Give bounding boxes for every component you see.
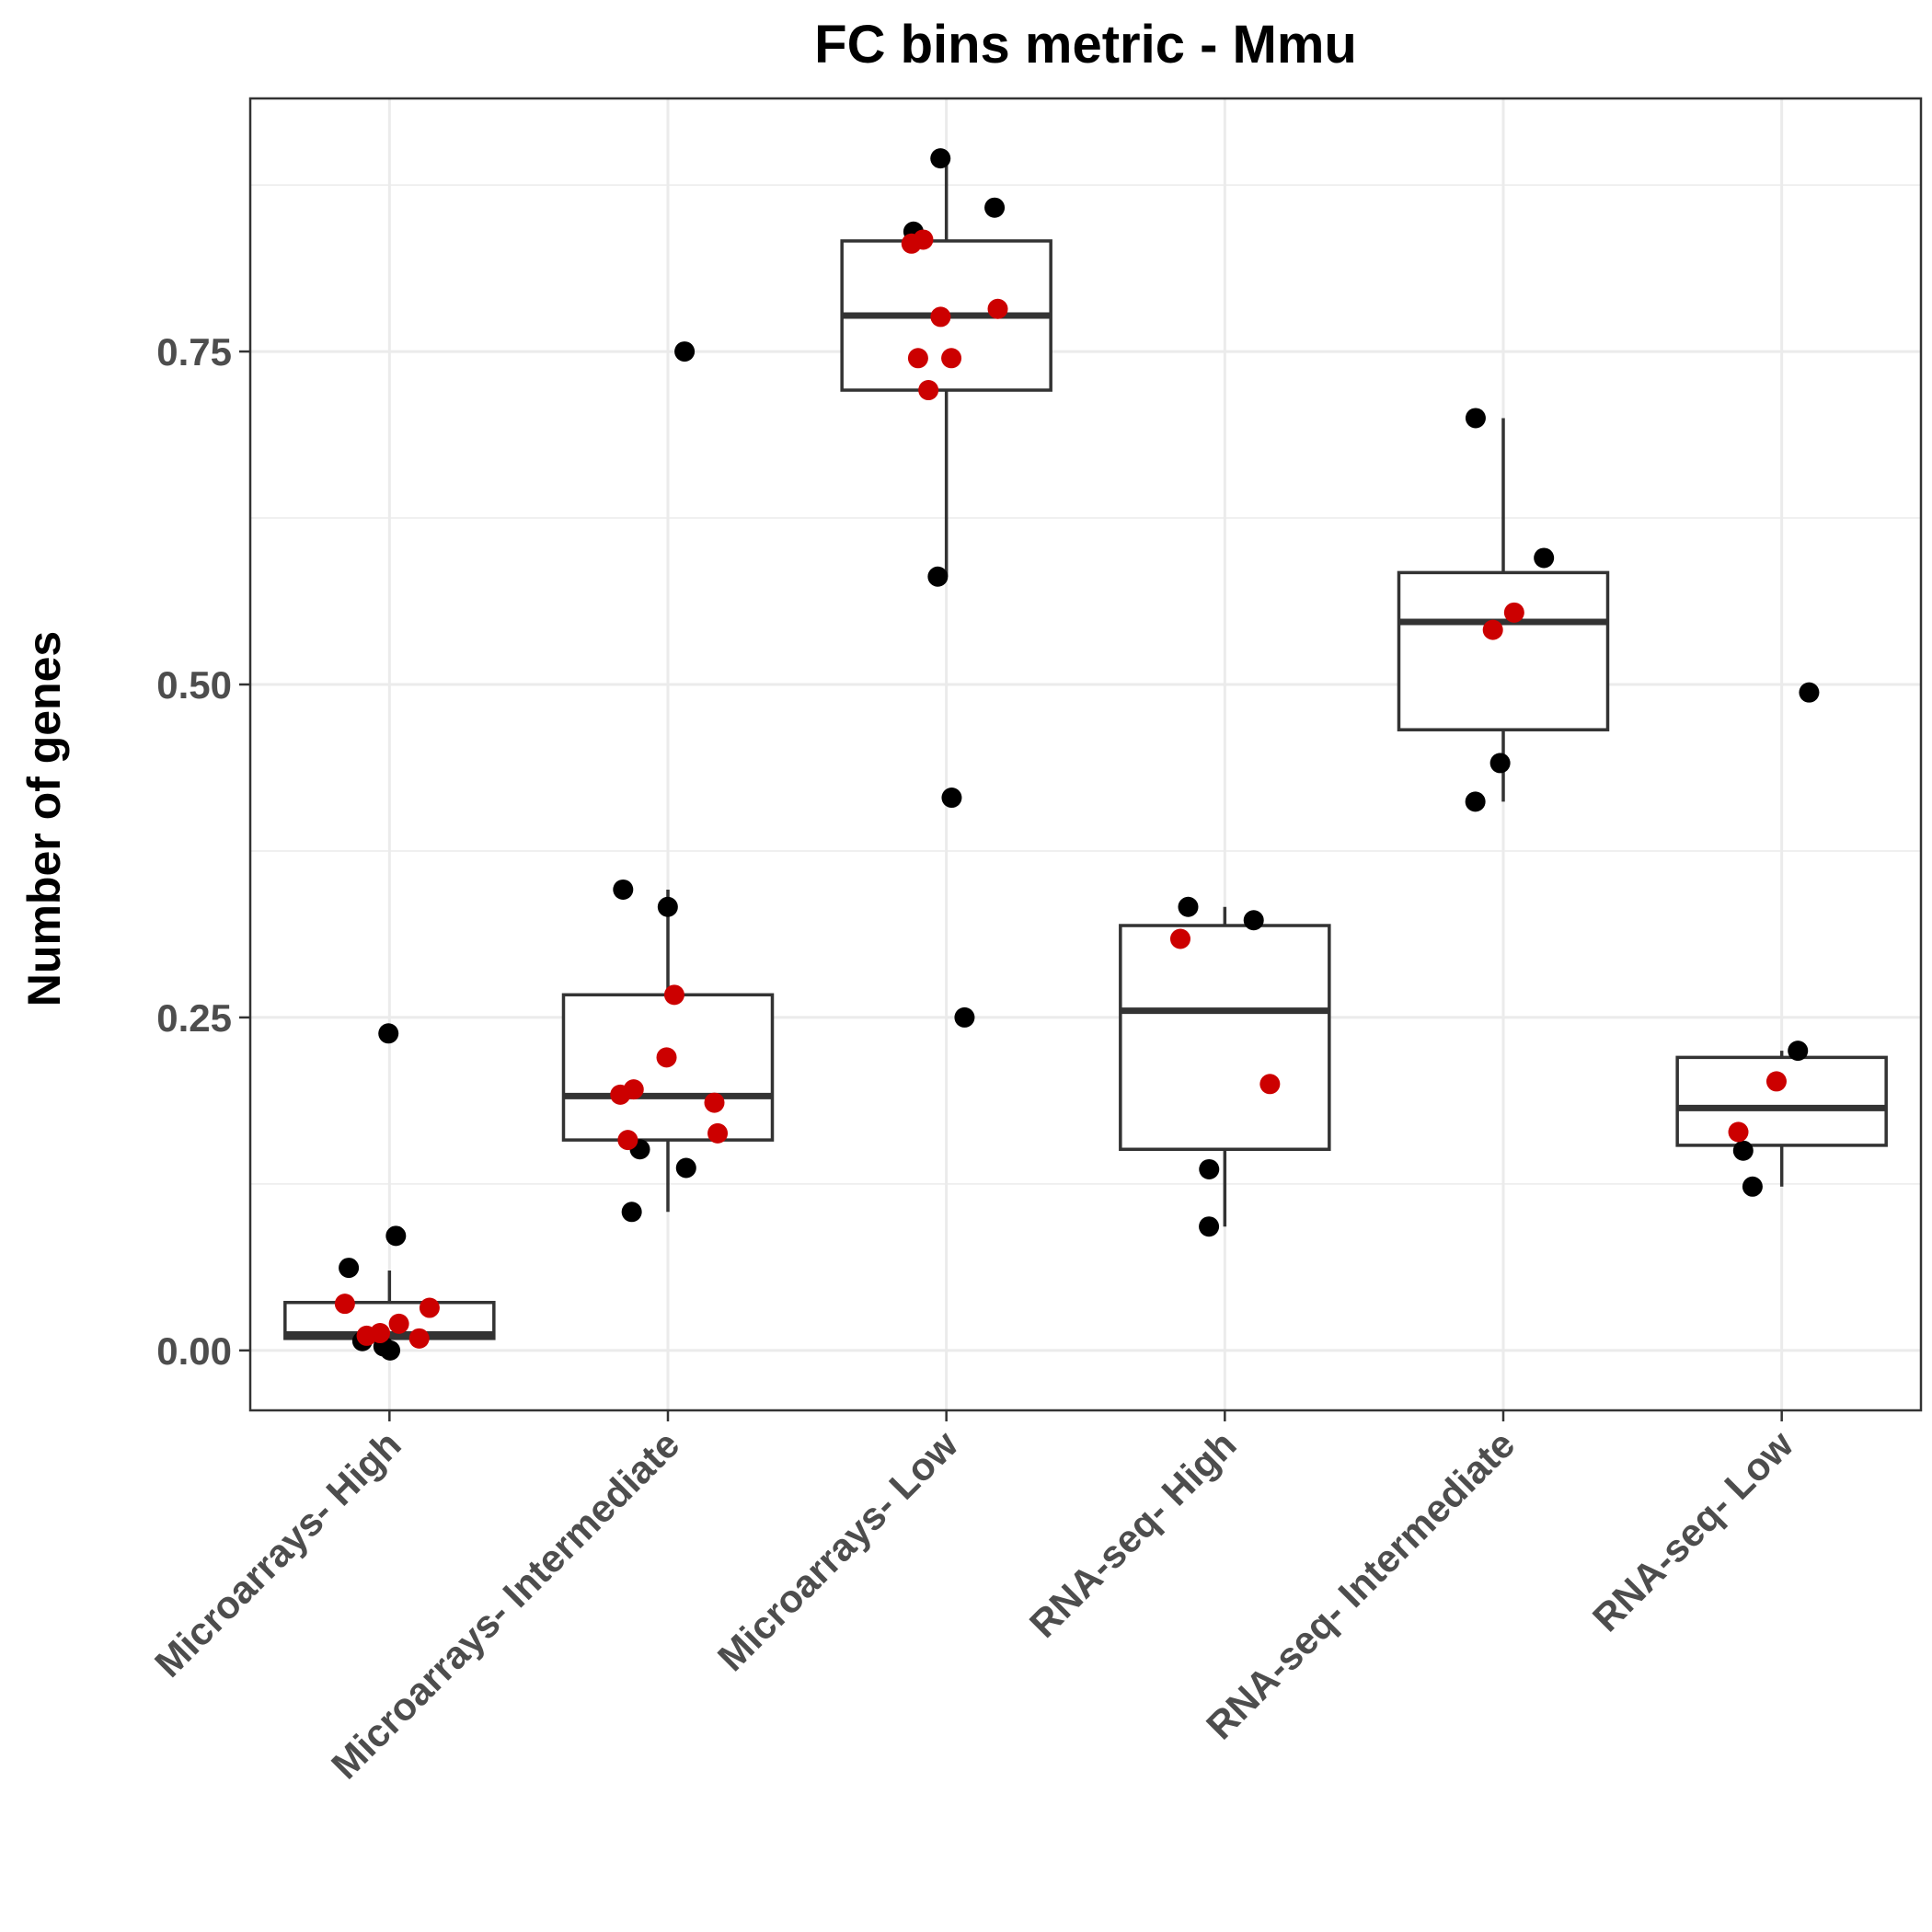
box-group	[1397, 418, 1610, 802]
data-point-black	[385, 1225, 407, 1247]
data-point-red	[334, 1294, 355, 1315]
data-point-black	[1489, 753, 1511, 774]
data-point-red	[941, 348, 962, 369]
data-point-red	[356, 1325, 377, 1346]
data-point-black	[1799, 682, 1820, 703]
data-point-black	[380, 1340, 401, 1361]
data-point-black	[1465, 791, 1486, 812]
data-point-red	[1765, 1071, 1787, 1092]
data-point-black	[674, 341, 696, 362]
panel-border	[248, 97, 1923, 1412]
box-iqr	[1119, 924, 1331, 1151]
data-point-black	[1178, 896, 1199, 917]
data-point-black	[657, 896, 678, 917]
axes: 0.00 0.25 0.50 0.75 Microarrays- High Microar…	[146, 330, 1801, 1787]
y-tick-label: 0.00	[156, 1329, 232, 1373]
data-point-red	[918, 380, 939, 401]
data-point-red	[1728, 1121, 1749, 1143]
data-point-red	[1482, 619, 1503, 640]
plot-area	[283, 148, 1888, 1361]
box-iqr	[1675, 1055, 1888, 1147]
x-tick-label: RNA-seq- Low	[1584, 1422, 1801, 1639]
y-axis-title: Number of genes	[18, 631, 70, 1006]
x-tick-label: RNA-seq- High	[1021, 1422, 1245, 1646]
data-point-red	[419, 1297, 440, 1318]
data-point-black	[613, 879, 634, 900]
data-point-red	[617, 1130, 638, 1151]
data-point-black	[941, 788, 962, 809]
data-point-red	[987, 298, 1008, 319]
box-group	[1119, 906, 1331, 1227]
data-point-red	[610, 1084, 631, 1105]
data-point-black	[378, 1023, 399, 1044]
data-point-black	[1742, 1176, 1763, 1197]
data-point-black	[1534, 547, 1555, 569]
data-point-red	[704, 1092, 725, 1113]
box-group	[840, 158, 1052, 577]
data-point-black	[1199, 1158, 1220, 1179]
data-point-black	[1465, 408, 1486, 429]
data-point-red	[388, 1313, 409, 1334]
y-tick-label: 0.75	[156, 330, 232, 374]
x-tick-label: RNA-seq- Intermediate	[1198, 1422, 1523, 1747]
box-iqr	[1397, 570, 1610, 731]
grid-lines	[250, 98, 1921, 1410]
data-point-red	[907, 348, 928, 369]
data-point-black	[621, 1202, 642, 1223]
data-point-black	[984, 197, 1006, 218]
data-point-red	[1259, 1074, 1281, 1095]
chart-title: FC bins metric - Mmu	[814, 15, 1357, 75]
data-point-red	[707, 1122, 729, 1144]
y-tick-label: 0.25	[156, 996, 232, 1040]
data-point-red	[408, 1328, 430, 1349]
data-point-black	[930, 148, 951, 169]
data-point-red	[656, 1047, 677, 1068]
x-tick-label: Microarrays- Low	[709, 1422, 966, 1679]
data-point-black	[1243, 910, 1264, 931]
data-point-red	[901, 233, 922, 254]
data-point-black	[927, 566, 949, 587]
data-point-red	[663, 984, 684, 1006]
data-point-black	[1199, 1216, 1220, 1237]
data-point-black	[1732, 1140, 1754, 1161]
data-point-black	[675, 1157, 696, 1179]
data-point-red	[930, 306, 951, 328]
data-point-red	[1503, 602, 1524, 623]
x-tick-label: Microarrays- High	[146, 1422, 409, 1685]
box-group	[1675, 1051, 1888, 1187]
data-point-black	[954, 1006, 975, 1028]
y-tick-label: 0.50	[156, 663, 232, 707]
data-point-black	[339, 1258, 360, 1279]
data-point-red	[1169, 928, 1190, 949]
data-point-black	[1788, 1041, 1809, 1062]
